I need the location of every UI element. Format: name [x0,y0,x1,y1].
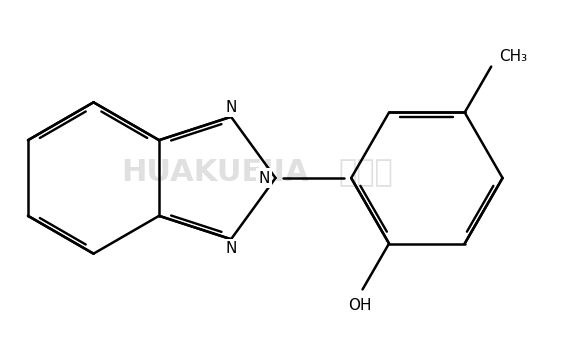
Text: N: N [225,100,236,115]
Text: HUAKUEJIA: HUAKUEJIA [121,158,309,188]
Text: N: N [225,241,236,256]
Text: OH: OH [348,298,372,314]
Text: 化学加: 化学加 [339,158,393,188]
Text: CH₃: CH₃ [498,49,527,64]
Text: N: N [259,171,270,185]
